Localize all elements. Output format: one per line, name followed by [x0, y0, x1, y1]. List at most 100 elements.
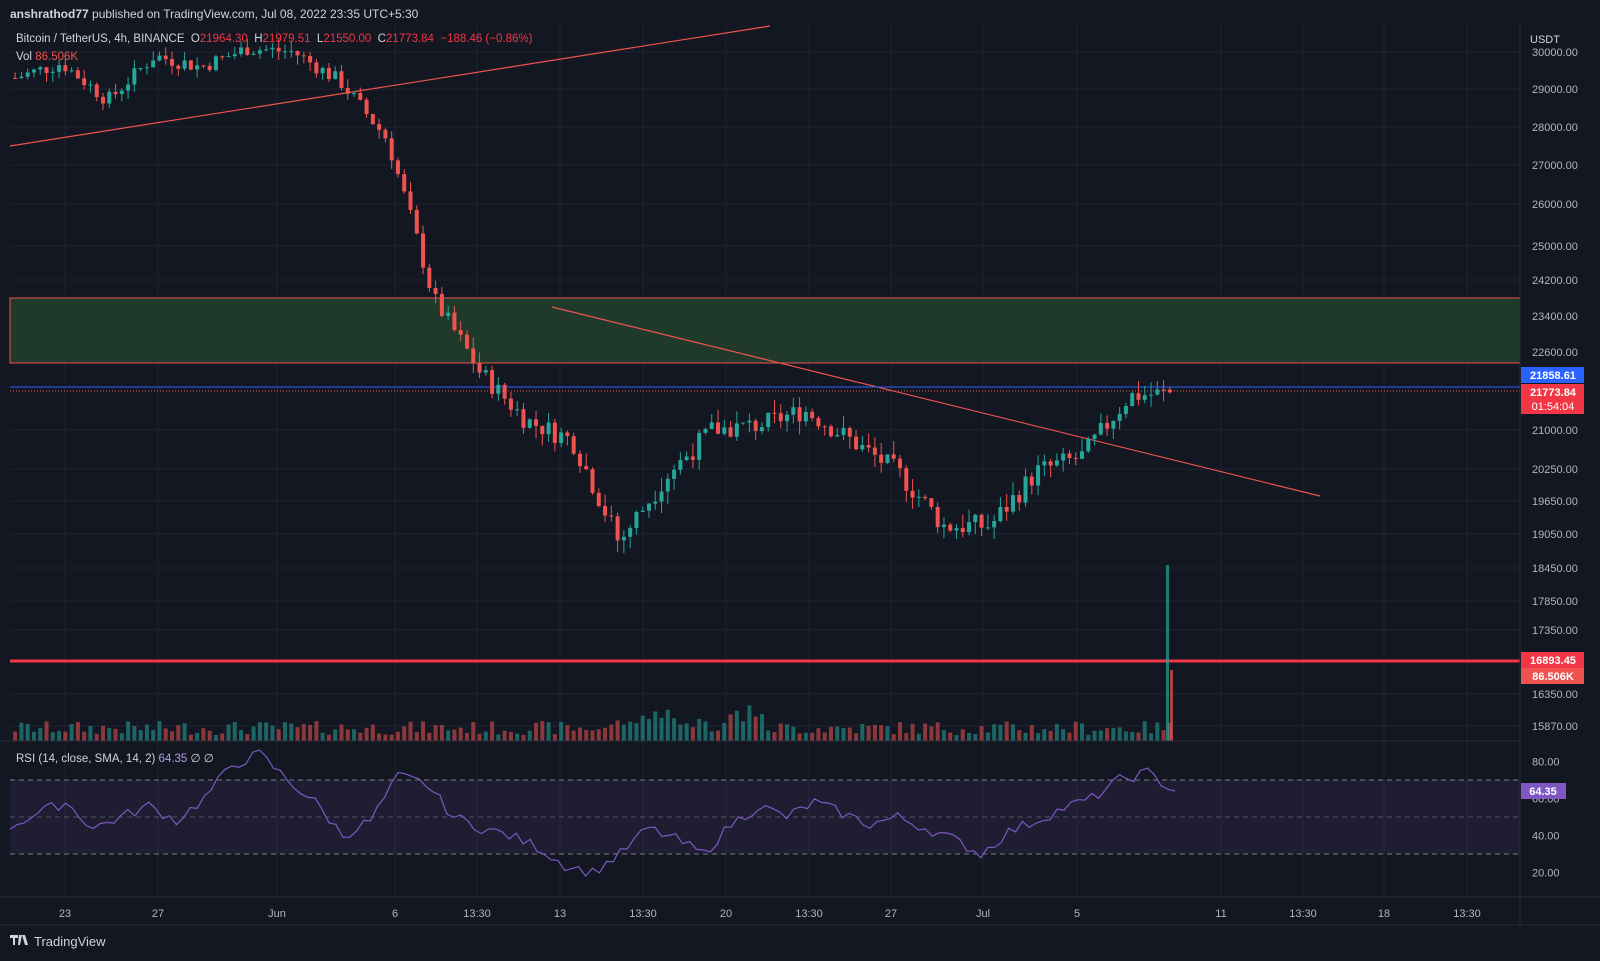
volume-bar — [766, 730, 771, 741]
candle-body — [590, 469, 595, 493]
candle-body — [803, 411, 808, 422]
candle-body — [1149, 394, 1154, 396]
volume-bar — [1036, 733, 1041, 741]
candle-body — [138, 68, 143, 70]
candle-body — [439, 293, 444, 316]
volume-bar — [571, 730, 576, 741]
volume-bar — [333, 729, 338, 741]
candle-body — [634, 512, 639, 529]
volume-bar — [421, 721, 426, 741]
volume-bar — [690, 727, 695, 741]
candle-body — [1036, 465, 1041, 486]
candle-body — [534, 419, 539, 426]
volume-bar — [973, 734, 978, 741]
footer-brand[interactable]: TradingView — [10, 934, 106, 949]
volume-label[interactable]: Vol — [16, 51, 32, 63]
candle-body — [527, 419, 532, 428]
volume-bar — [1029, 725, 1034, 741]
currency-label: USDT — [1530, 34, 1560, 46]
volume-bar — [923, 723, 928, 741]
time-tick-label: 13:30 — [629, 908, 657, 920]
candle-body — [810, 411, 815, 419]
candle-body — [264, 49, 269, 51]
volume-bar — [1080, 723, 1085, 741]
candle-body — [176, 65, 181, 69]
volume-bar — [345, 729, 350, 741]
volume-bar — [182, 723, 187, 741]
time-tick-label: 11 — [1215, 908, 1226, 920]
rising-trendline — [9, 25, 771, 147]
blue-price-text: 21858.61 — [1530, 370, 1576, 382]
candle-body — [377, 124, 382, 130]
candle-body — [659, 491, 664, 502]
volume-bar — [879, 725, 884, 741]
volume-bar — [960, 729, 965, 741]
rsi-legend: RSI (14, close, SMA, 14, 2) 64.35 ∅ ∅ — [16, 751, 214, 765]
volume-bar — [1017, 730, 1022, 741]
volume-bar — [69, 724, 74, 741]
volume-bar — [201, 728, 206, 741]
candle-body — [352, 93, 357, 95]
volume-bar — [220, 733, 225, 741]
price-tick-label: 21000.00 — [1532, 425, 1578, 437]
candle-body — [816, 418, 821, 427]
candle-body — [282, 51, 287, 53]
close-label: C — [377, 33, 386, 45]
volume-bar — [195, 732, 200, 741]
price-tick-label: 17350.00 — [1532, 625, 1578, 637]
volume-bar — [257, 722, 262, 741]
price-tick-label: 23400.00 — [1532, 311, 1578, 323]
volume-bar — [477, 733, 482, 741]
symbol-title[interactable]: Bitcoin / TetherUS, 4h, BINANCE — [16, 33, 185, 45]
volume-bar — [810, 732, 815, 741]
volume-bar — [841, 727, 846, 741]
rsi-label[interactable]: RSI (14, close, SMA, 14, 2) — [16, 753, 156, 765]
descending-trendline — [551, 306, 1321, 497]
volume-bar — [854, 733, 859, 741]
candle-body — [1136, 393, 1141, 400]
volume-bar — [82, 731, 87, 741]
volume-bar — [25, 724, 30, 741]
candle-body — [157, 55, 162, 61]
volume-bar — [31, 731, 36, 741]
volume-bar — [791, 726, 796, 741]
volume-bar — [609, 724, 614, 741]
candle-body — [854, 436, 859, 450]
volume-bar — [640, 715, 645, 741]
candle-body — [1105, 423, 1110, 429]
candle-body — [69, 70, 74, 72]
candle-body — [301, 55, 306, 57]
open-value: 21964.30 — [199, 33, 248, 45]
volume-bar — [1105, 728, 1110, 741]
candle-body — [759, 427, 764, 431]
volume-bar — [891, 734, 896, 741]
candle-body — [195, 65, 200, 70]
candle-body — [603, 506, 608, 516]
candle-body — [910, 490, 915, 498]
volume-bar — [929, 726, 934, 741]
candle-body — [295, 51, 300, 56]
volume-bar — [75, 722, 80, 741]
volume-bar — [772, 732, 777, 741]
candle-body — [270, 47, 275, 50]
rsi-value: 64.35 — [158, 753, 188, 765]
volume-bar — [1010, 724, 1015, 741]
candle-body — [1073, 457, 1078, 459]
rsi-band-background — [10, 780, 1520, 854]
publisher-name[interactable]: anshrathod77 — [10, 7, 89, 21]
volume-bar — [464, 733, 469, 741]
candle-body — [395, 160, 400, 175]
volume-bar — [722, 722, 727, 741]
last-price-badge — [1521, 384, 1584, 414]
last-price-text: 21773.84 — [1530, 387, 1577, 399]
candle-body — [992, 521, 997, 528]
volume-bar — [759, 714, 764, 741]
candle-body — [609, 515, 614, 517]
candle-body — [483, 370, 488, 373]
volume-bar — [107, 728, 112, 741]
volume-bar — [88, 725, 93, 741]
candle-body — [44, 67, 49, 73]
volume-bar — [860, 723, 865, 741]
volume-bar — [866, 725, 871, 741]
